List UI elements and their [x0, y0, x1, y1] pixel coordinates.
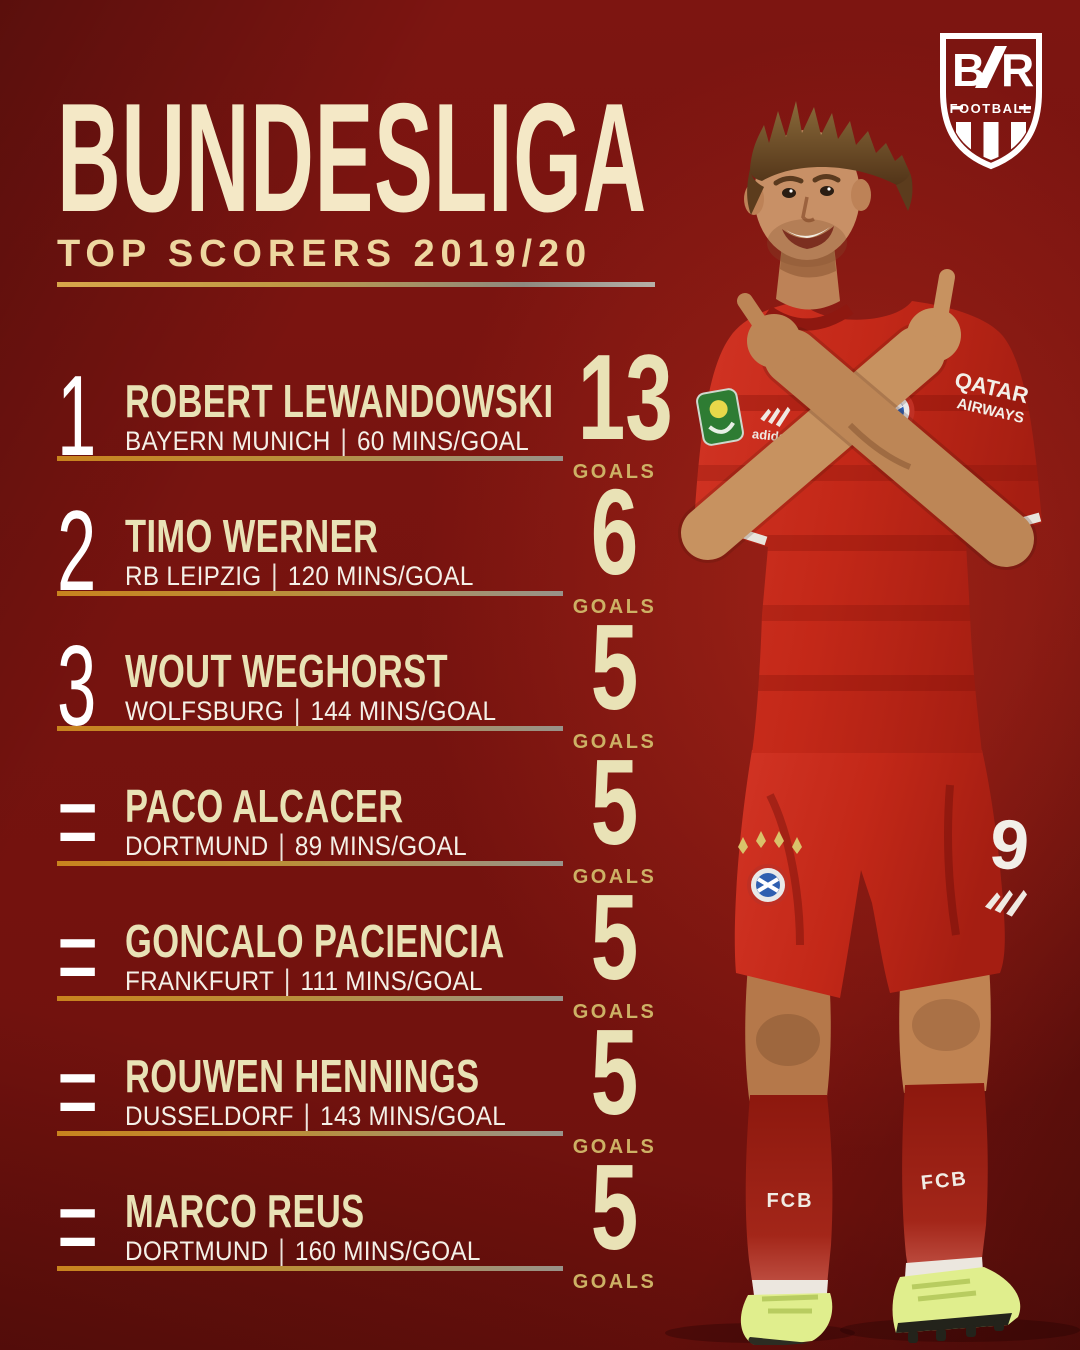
rank-label: 2: [57, 488, 97, 615]
goals-count: 5: [590, 734, 639, 870]
bayern-crest-shorts-icon: [738, 831, 802, 906]
player-meta: DORTMUND | 89 MINS/GOAL: [125, 828, 613, 863]
goals-count: 5: [590, 1004, 639, 1140]
logo-letter-b: B: [952, 44, 985, 96]
scorer-row-7: = MARCO REUS DORTMUND | 160 MINS/GOAL 5 GO…: [57, 1146, 667, 1301]
row-divider: [57, 726, 563, 731]
mins-per-goal: 144 MINS/GOAL: [310, 695, 497, 726]
logo-slash-icon: [975, 46, 1007, 88]
scorer-row-5: = GONCALO PACIENCIA FRANKFURT | 111 MINS/G…: [57, 876, 667, 1031]
goals-label: GOALS: [572, 461, 657, 484]
goals-label: GOALS: [572, 731, 657, 754]
mins-per-goal: 160 MINS/GOAL: [294, 1235, 481, 1266]
mins-per-goal: 120 MINS/GOAL: [287, 560, 474, 591]
player-meta: DORTMUND | 160 MINS/GOAL: [125, 1233, 613, 1268]
team-name: FRANKFURT: [125, 965, 275, 996]
mins-per-goal: 111 MINS/GOAL: [300, 965, 483, 996]
team-name: RB LEIPZIG: [125, 560, 262, 591]
player-meta: BAYERN MUNICH | 60 MINS/GOAL: [125, 423, 613, 458]
logo-letter-r: R: [1001, 44, 1034, 96]
row-divider: [57, 1131, 563, 1136]
scorer-row-3: 3 WOUT WEGHORST WOLFSBURG | 144 MINS/GOAL …: [57, 606, 667, 761]
separator: |: [303, 1098, 311, 1133]
separator: |: [284, 963, 291, 998]
goals-block: 5 GOALS: [562, 1011, 667, 1159]
mins-per-goal: 143 MINS/GOAL: [320, 1100, 507, 1131]
rank-label: 3: [57, 623, 97, 750]
row-divider: [57, 1266, 563, 1271]
separator: |: [278, 1233, 285, 1268]
goals-label: GOALS: [572, 1271, 657, 1294]
goals-count: 5: [590, 869, 639, 1005]
separator: |: [271, 558, 278, 593]
row-divider: [57, 591, 563, 596]
separator: |: [340, 423, 348, 458]
goals-label: GOALS: [572, 866, 657, 889]
goals-count: 6: [590, 464, 639, 600]
row-divider: [57, 996, 563, 1001]
player-name: MARCO REUS: [125, 1185, 365, 1237]
sock-label: FCB: [920, 1168, 969, 1195]
scorer-row-1: 1 ROBERT LEWANDOWSKI BAYERN MUNICH | 60 MI…: [57, 336, 673, 491]
scorer-list: 1 ROBERT LEWANDOWSKI BAYERN MUNICH | 60 MI…: [57, 336, 673, 1301]
player-meta: FRANKFURT | 111 MINS/GOAL: [125, 963, 613, 998]
player-meta: RB LEIPZIG | 120 MINS/GOAL: [125, 558, 613, 593]
adidas-logo-shorts-icon: [984, 890, 1028, 917]
player-name: ROUWEN HENNINGS: [125, 1050, 480, 1102]
shorts-number: 9: [987, 804, 1033, 885]
goals-block: 13 GOALS: [562, 336, 673, 484]
goals-block: 5 GOALS: [562, 1146, 667, 1294]
player-photo: FCB FCB 9: [665, 101, 1080, 1345]
goals-label: GOALS: [572, 1136, 657, 1159]
rank-label: =: [57, 893, 99, 1020]
separator: |: [278, 828, 285, 863]
goals-label: GOALS: [572, 596, 657, 619]
logo-label: FOOTBALL: [950, 101, 1033, 116]
page-subtitle: TOP SCORERS 2019/20: [57, 233, 593, 275]
rank-label: =: [57, 1163, 99, 1290]
separator: |: [293, 693, 301, 728]
player-name: WOUT WEGHORST: [125, 645, 449, 697]
mins-per-goal: 60 MINS/GOAL: [356, 425, 530, 456]
player-name: PACO ALCACER: [125, 780, 404, 832]
goals-block: 6 GOALS: [562, 471, 667, 619]
row-divider: [57, 456, 563, 461]
rank-label: 1: [57, 353, 97, 480]
player-meta: WOLFSBURG | 144 MINS/GOAL: [125, 693, 613, 728]
sock-label: FCB: [766, 1190, 813, 1212]
player-meta: DUSSELDORF | 143 MINS/GOAL: [125, 1098, 613, 1133]
team-name: DORTMUND: [125, 830, 269, 861]
scorer-row-2: 2 TIMO WERNER RB LEIPZIG | 120 MINS/GOAL 6…: [57, 471, 667, 626]
header: BUNDESLIGA TOP SCORERS 2019/20: [57, 80, 1080, 287]
bundesliga-patch-icon: [696, 388, 744, 446]
goals-block: 5 GOALS: [562, 876, 667, 1024]
rank-label: =: [57, 758, 99, 885]
row-divider: [57, 861, 563, 866]
player-name: GONCALO PACIENCIA: [125, 915, 505, 967]
rank-label: =: [57, 1028, 99, 1155]
team-name: BAYERN MUNICH: [125, 425, 331, 456]
scorer-row-6: = ROUWEN HENNINGS DUSSELDORF | 143 MINS/GO…: [57, 1011, 667, 1166]
page-title: BUNDESLIGA: [57, 71, 647, 244]
goals-count: 5: [590, 1139, 639, 1275]
goals-label: GOALS: [572, 1001, 657, 1024]
scorer-row-4: = PACO ALCACER DORTMUND | 89 MINS/GOAL 5 G…: [57, 741, 667, 896]
team-name: DORTMUND: [125, 1235, 269, 1266]
header-divider: [57, 282, 655, 287]
mins-per-goal: 89 MINS/GOAL: [294, 830, 467, 861]
goals-count: 13: [577, 329, 673, 465]
goals-block: 5 GOALS: [562, 741, 667, 889]
team-name: DUSSELDORF: [125, 1100, 294, 1131]
goals-count: 5: [590, 599, 639, 735]
br-football-logo-icon: B R FOOTBALL: [940, 33, 1042, 170]
player-name: ROBERT LEWANDOWSKI: [125, 375, 554, 427]
player-name: TIMO WERNER: [125, 510, 379, 562]
team-name: WOLFSBURG: [125, 695, 285, 726]
goals-block: 5 GOALS: [562, 606, 667, 754]
